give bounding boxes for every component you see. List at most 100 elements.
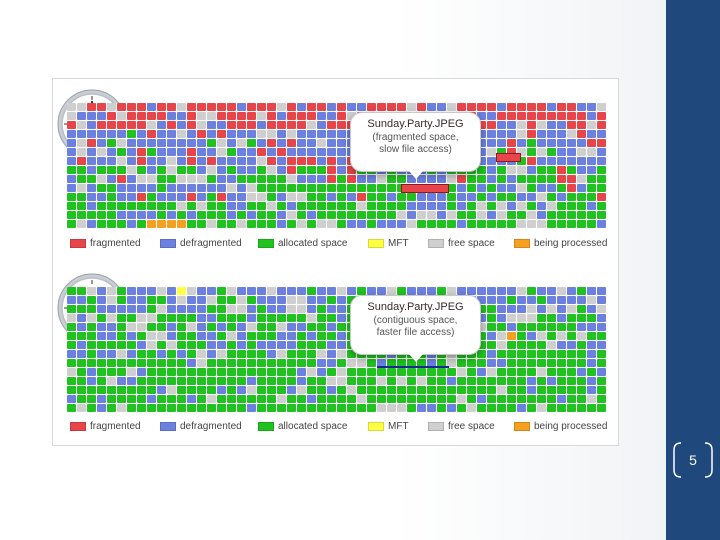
disk-block: [317, 359, 326, 367]
disk-block: [307, 377, 316, 385]
disk-block: [127, 202, 136, 210]
disk-block: [67, 332, 76, 340]
disk-block: [217, 175, 226, 183]
disk-block: [167, 166, 176, 174]
disk-block: [547, 296, 556, 304]
disk-block: [317, 175, 326, 183]
disk-block: [567, 377, 576, 385]
disk-block: [337, 184, 346, 192]
disk-block: [597, 395, 606, 403]
disk-block: [557, 202, 566, 210]
disk-block: [337, 350, 346, 358]
disk-block: [137, 404, 146, 412]
fragment-highlight: [496, 153, 521, 162]
disk-block: [457, 211, 466, 219]
disk-block: [477, 395, 486, 403]
disk-block: [587, 314, 596, 322]
disk-block: [267, 211, 276, 219]
disk-block: [317, 296, 326, 304]
disk-block: [317, 193, 326, 201]
disk-block: [107, 368, 116, 376]
disk-block: [147, 112, 156, 120]
disk-block: [127, 193, 136, 201]
disk-block: [167, 359, 176, 367]
disk-block: [507, 112, 516, 120]
fragment-highlight: [401, 184, 449, 193]
disk-block: [557, 323, 566, 331]
disk-block: [117, 377, 126, 385]
disk-block: [177, 121, 186, 129]
disk-block: [297, 166, 306, 174]
disk-block: [337, 220, 346, 228]
disk-block: [517, 103, 526, 111]
disk-block: [67, 287, 76, 295]
disk-block: [517, 121, 526, 129]
disk-block: [317, 368, 326, 376]
disk-block: [567, 112, 576, 120]
legend-item: being processed: [514, 238, 607, 249]
disk-block: [187, 287, 196, 295]
disk-block: [277, 296, 286, 304]
disk-block: [587, 184, 596, 192]
disk-block: [477, 157, 486, 165]
disk-block: [537, 103, 546, 111]
disk-block: [527, 166, 536, 174]
disk-block: [237, 112, 246, 120]
disk-block: [337, 404, 346, 412]
disk-block: [587, 386, 596, 394]
disk-block: [377, 386, 386, 394]
disk-block: [207, 350, 216, 358]
disk-block: [177, 314, 186, 322]
disk-block: [577, 377, 586, 385]
disk-block: [287, 157, 296, 165]
disk-block: [507, 323, 516, 331]
disk-block: [477, 350, 486, 358]
disk-block: [327, 157, 336, 165]
disk-block: [187, 193, 196, 201]
disk-block: [327, 368, 336, 376]
disk-block: [547, 121, 556, 129]
disk-block: [167, 368, 176, 376]
disk-block: [177, 193, 186, 201]
disk-block: [527, 103, 536, 111]
disk-block: [287, 395, 296, 403]
disk-block: [267, 157, 276, 165]
disk-block: [277, 157, 286, 165]
disk-block: [517, 404, 526, 412]
disk-block: [527, 139, 536, 147]
disk-block: [247, 157, 256, 165]
disk-block: [297, 103, 306, 111]
disk-block: [107, 157, 116, 165]
disk-block: [267, 175, 276, 183]
disk-block: [167, 112, 176, 120]
disk-block: [187, 166, 196, 174]
disk-block: [197, 359, 206, 367]
disk-block: [537, 130, 546, 138]
disk-block: [337, 166, 346, 174]
disk-block: [567, 193, 576, 201]
disk-block: [477, 175, 486, 183]
disk-block: [597, 341, 606, 349]
disk-block: [517, 211, 526, 219]
disk-block: [217, 112, 226, 120]
disk-block: [137, 332, 146, 340]
disk-block: [227, 166, 236, 174]
disk-block: [307, 305, 316, 313]
disk-block: [207, 404, 216, 412]
legend-item: free space: [428, 238, 495, 249]
disk-block: [487, 202, 496, 210]
disk-block: [587, 359, 596, 367]
disk-block: [247, 368, 256, 376]
disk-block: [167, 323, 176, 331]
disk-block: [237, 350, 246, 358]
disk-block: [307, 386, 316, 394]
disk-block: [247, 341, 256, 349]
disk-block: [207, 305, 216, 313]
disk-block: [557, 166, 566, 174]
legend-label: defragmented: [180, 421, 242, 432]
disk-block: [117, 121, 126, 129]
disk-block: [227, 103, 236, 111]
disk-block: [157, 341, 166, 349]
disk-block: [517, 202, 526, 210]
disk-block: [487, 184, 496, 192]
